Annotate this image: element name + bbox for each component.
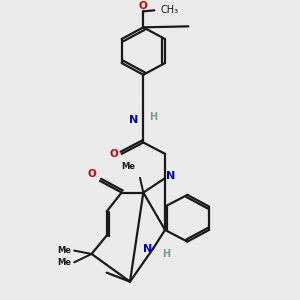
Text: N: N: [129, 116, 139, 125]
Text: H: H: [149, 112, 158, 122]
Text: Me: Me: [57, 258, 71, 267]
Text: O: O: [138, 1, 147, 11]
Text: H: H: [162, 249, 170, 259]
Text: CH₃: CH₃: [160, 5, 178, 15]
Text: O: O: [88, 169, 97, 179]
Text: Me: Me: [121, 161, 135, 170]
Text: Me: Me: [57, 246, 71, 255]
Text: N: N: [143, 244, 153, 254]
Text: O: O: [110, 149, 118, 160]
Text: N: N: [166, 171, 175, 181]
